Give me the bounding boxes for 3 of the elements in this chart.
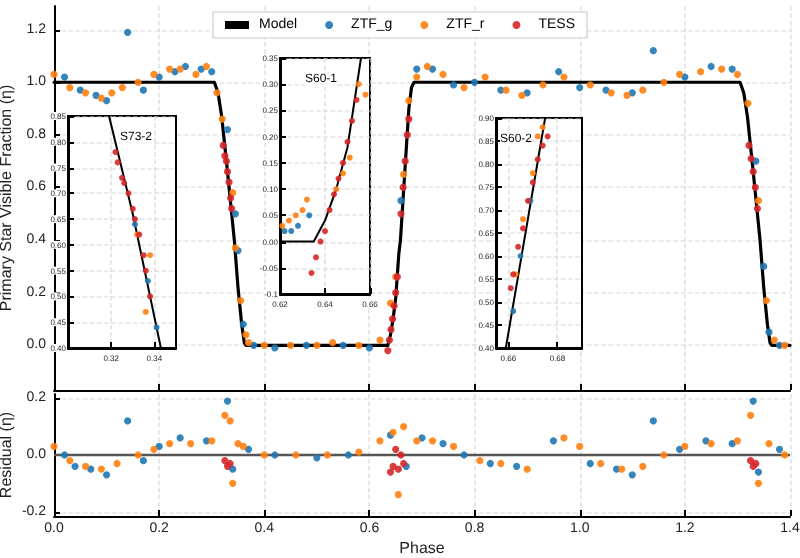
x-axis-title: Phase <box>399 539 446 557</box>
y-axis-title: Primary Star Visible Fraction (η) <box>0 84 15 312</box>
y-axis-title: Residual (η) <box>0 411 15 499</box>
